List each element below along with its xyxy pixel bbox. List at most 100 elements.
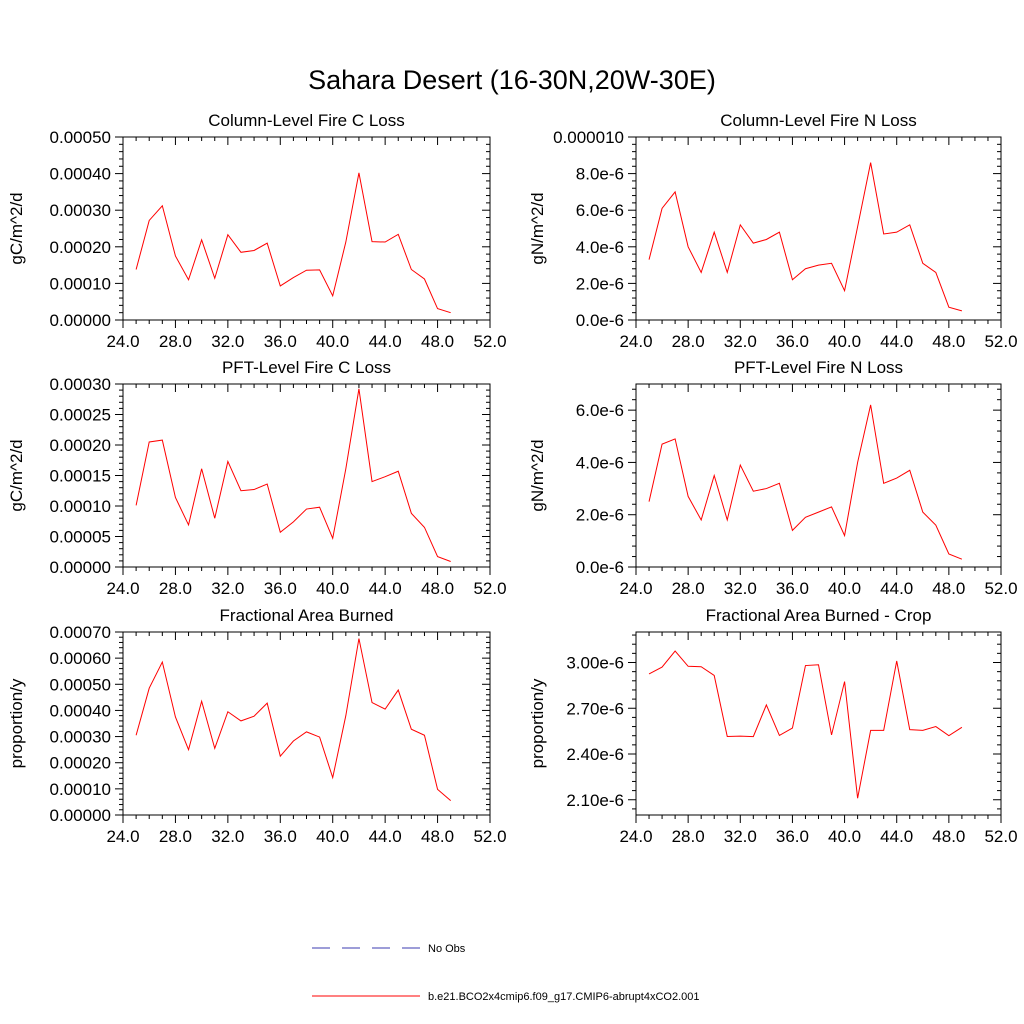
x-tick-label: 32.0: [724, 827, 757, 846]
figure-title: Sahara Desert (16-30N,20W-30E): [308, 65, 716, 95]
x-tick-label: 44.0: [880, 827, 913, 846]
y-tick-label: 0.00050: [50, 675, 111, 694]
y-tick-label: 0.00070: [50, 623, 111, 642]
x-tick-label: 36.0: [776, 332, 809, 351]
y-tick-label: 0.00010: [50, 497, 111, 516]
panel-title: Fractional Area Burned - Crop: [706, 606, 932, 625]
x-tick-label: 40.0: [828, 827, 861, 846]
x-tick-label: 44.0: [880, 579, 913, 598]
x-tick-label: 28.0: [159, 332, 192, 351]
y-tick-label: 0.00010: [50, 780, 111, 799]
x-tick-label: 24.0: [619, 827, 652, 846]
panel-title: PFT-Level Fire N Loss: [734, 358, 903, 377]
panel-1: Column-Level Fire N Loss 24.0 28.0 32.0 36.0…: [528, 111, 1018, 351]
panel-title: PFT-Level Fire C Loss: [222, 358, 391, 377]
x-tick-label: 40.0: [316, 332, 349, 351]
x-tick-label: 52.0: [473, 827, 506, 846]
y-tick-label: 0.00040: [50, 165, 111, 184]
plot-frame: [122, 383, 491, 568]
panel-3: PFT-Level Fire N Loss 24.0 28.0 32.0 36.0 40.…: [528, 358, 1018, 598]
y-tick-label: 0.00050: [50, 128, 111, 147]
x-tick-label: 48.0: [421, 827, 454, 846]
series-line: [135, 638, 452, 801]
series-line: [648, 650, 963, 799]
panel-title: Fractional Area Burned: [220, 606, 394, 625]
x-tick-label: 52.0: [473, 579, 506, 598]
x-tick-label: 24.0: [106, 332, 139, 351]
x-tick-label: 36.0: [264, 827, 297, 846]
y-tick-label: 0.00000: [50, 558, 111, 577]
y-tick-label: 4.0e-6: [576, 238, 624, 257]
y-tick-label: 4.0e-6: [576, 453, 624, 472]
y-tick-label: 0.00000: [50, 311, 111, 330]
y-tick-label: 0.00010: [50, 274, 111, 293]
y-axis-label: gC/m^2/d: [7, 192, 26, 264]
x-tick-label: 48.0: [932, 827, 965, 846]
y-axis-label: gN/m^2/d: [528, 192, 547, 264]
x-tick-label: 24.0: [619, 332, 652, 351]
y-axis-label: gN/m^2/d: [528, 439, 547, 511]
plot-frame: [122, 136, 491, 321]
y-tick-label: 0.0e-6: [576, 311, 624, 330]
x-tick-label: 44.0: [880, 332, 913, 351]
x-tick-label: 28.0: [672, 579, 705, 598]
x-tick-label: 24.0: [619, 579, 652, 598]
x-tick-label: 48.0: [421, 579, 454, 598]
panel-5: Fractional Area Burned - Crop 24.0 28.0 32.…: [528, 606, 1018, 846]
legend-label-model: b.e21.BCO2x4cmip6.f09_g17.CMIP6-abrupt4x…: [428, 991, 700, 1003]
y-tick-label: 0.00020: [50, 238, 111, 257]
y-tick-label: 0.0e-6: [576, 558, 624, 577]
y-tick-label: 6.0e-6: [576, 201, 624, 220]
x-tick-label: 40.0: [828, 579, 861, 598]
legend: No Obs b.e21.BCO2x4cmip6.f09_g17.CMIP6-a…: [312, 943, 700, 1003]
panel-4: Fractional Area Burned 24.0 28.0 32.0 36.0 40…: [7, 606, 507, 846]
y-tick-label: 0.00060: [50, 649, 111, 668]
x-tick-label: 24.0: [106, 579, 139, 598]
series-line: [135, 172, 451, 314]
y-tick-label: 0.00030: [50, 201, 111, 220]
x-tick-label: 32.0: [724, 579, 757, 598]
x-tick-label: 36.0: [776, 579, 809, 598]
x-tick-label: 48.0: [932, 332, 965, 351]
x-tick-label: 40.0: [828, 332, 861, 351]
plot-frame: [635, 631, 1002, 816]
legend-label-no-obs: No Obs: [428, 943, 466, 955]
y-axis-label: gC/m^2/d: [7, 439, 26, 511]
y-tick-label: 0.00040: [50, 701, 111, 720]
x-tick-label: 28.0: [672, 827, 705, 846]
x-tick-label: 32.0: [724, 332, 757, 351]
x-tick-label: 32.0: [211, 827, 244, 846]
x-tick-label: 52.0: [473, 332, 506, 351]
y-tick-label: 0.00030: [50, 375, 111, 394]
x-tick-label: 24.0: [106, 827, 139, 846]
x-tick-label: 36.0: [776, 827, 809, 846]
x-tick-label: 52.0: [984, 579, 1017, 598]
y-axis-label: proportion/y: [528, 678, 547, 768]
x-tick-label: 52.0: [984, 332, 1017, 351]
panel-grid: Column-Level Fire C Loss 24.0 28.0 32.0 36.0…: [7, 111, 1018, 846]
x-tick-label: 36.0: [264, 579, 297, 598]
y-tick-label: 0.000010: [553, 128, 624, 147]
x-tick-label: 48.0: [421, 332, 454, 351]
x-tick-label: 28.0: [672, 332, 705, 351]
series-line: [648, 162, 963, 312]
series-line: [648, 404, 963, 560]
x-tick-label: 32.0: [211, 332, 244, 351]
panel-0: Column-Level Fire C Loss 24.0 28.0 32.0 36.0…: [7, 111, 507, 351]
y-tick-label: 2.70e-6: [566, 699, 624, 718]
y-axis-label: proportion/y: [7, 678, 26, 768]
y-tick-label: 2.0e-6: [576, 506, 624, 525]
y-tick-label: 3.00e-6: [566, 654, 624, 673]
plot-frame: [635, 383, 1002, 568]
x-tick-label: 44.0: [369, 332, 402, 351]
x-tick-label: 52.0: [984, 827, 1017, 846]
y-tick-label: 0.00020: [50, 436, 111, 455]
x-tick-label: 48.0: [932, 579, 965, 598]
x-tick-label: 44.0: [369, 827, 402, 846]
y-tick-label: 0.00030: [50, 728, 111, 747]
x-tick-label: 32.0: [211, 579, 244, 598]
panel-title: Column-Level Fire N Loss: [720, 111, 917, 130]
panel-title: Column-Level Fire C Loss: [208, 111, 405, 130]
x-tick-label: 36.0: [264, 332, 297, 351]
